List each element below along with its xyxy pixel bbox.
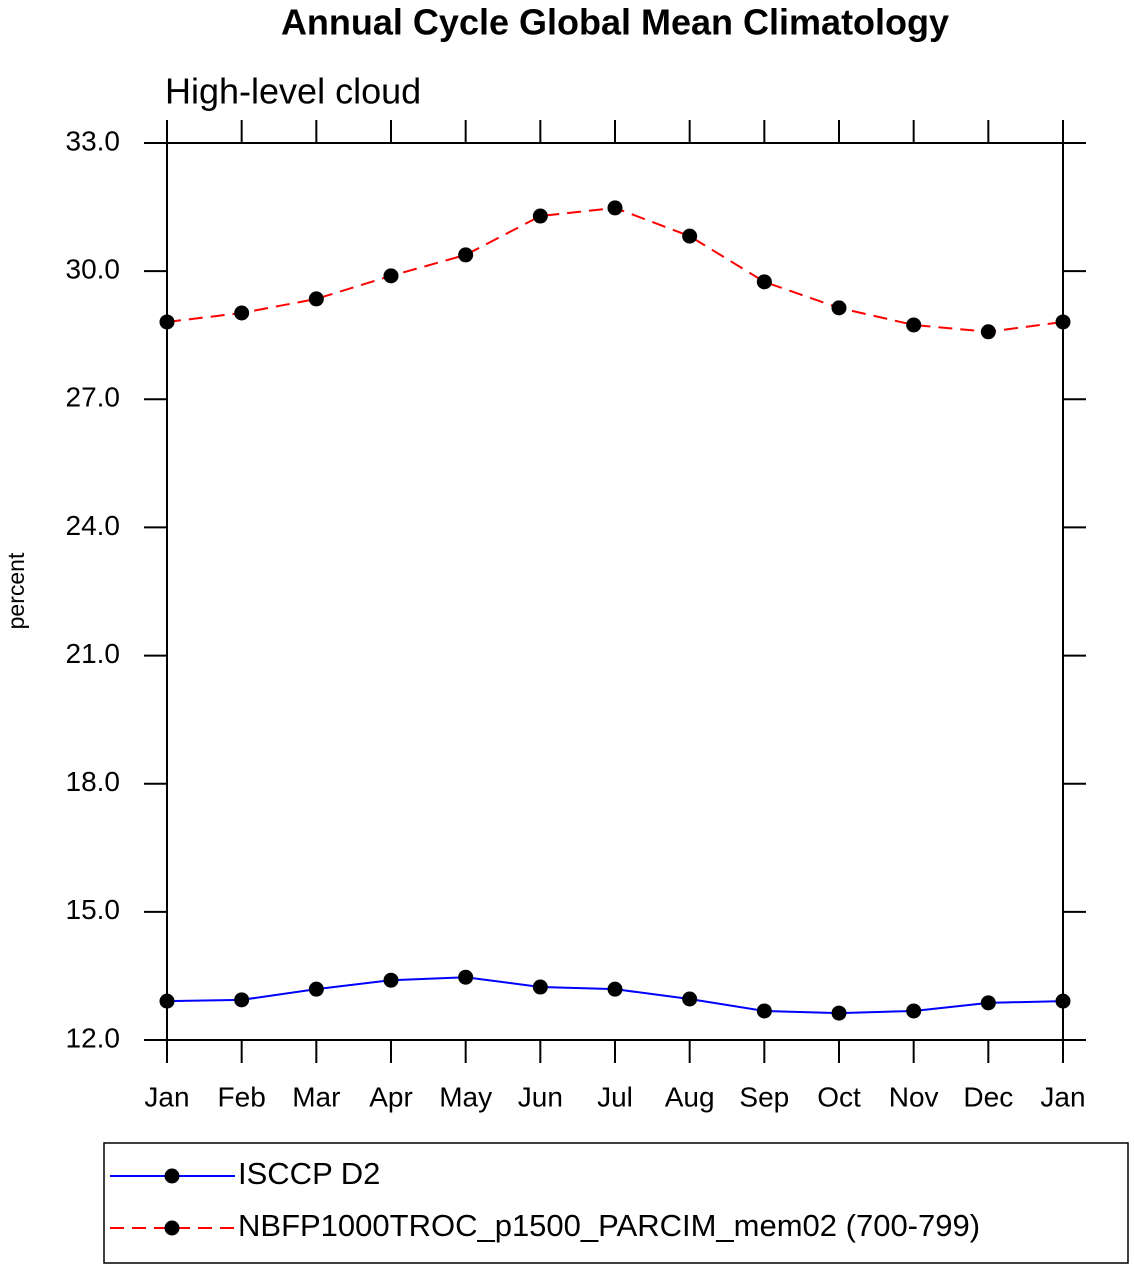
data-point	[980, 324, 996, 340]
chart-title: Annual Cycle Global Mean Climatology	[281, 2, 949, 43]
data-point	[756, 1003, 772, 1019]
data-point	[308, 981, 324, 997]
y-tick-label: 18.0	[66, 766, 121, 797]
x-tick-label: Jan	[1040, 1081, 1085, 1112]
data-point	[607, 981, 623, 997]
x-tick-label: Jan	[144, 1081, 189, 1112]
x-tick-label: Mar	[292, 1081, 340, 1112]
data-point	[159, 314, 175, 330]
data-point	[831, 300, 847, 316]
data-point	[682, 991, 698, 1007]
x-tick-label: Feb	[218, 1081, 266, 1112]
x-tick-label: Aug	[665, 1081, 715, 1112]
y-axis-label: percent	[3, 552, 29, 629]
data-point	[756, 274, 772, 290]
data-point	[532, 208, 548, 224]
x-tick-label: Dec	[963, 1081, 1013, 1112]
y-tick-label: 15.0	[66, 894, 121, 925]
y-tick-label: 21.0	[66, 638, 121, 669]
y-tick-label: 12.0	[66, 1022, 121, 1053]
data-point	[234, 992, 250, 1008]
chart-subtitle: High-level cloud	[165, 71, 421, 112]
plot-frame	[166, 142, 1064, 1041]
legend-box	[103, 1142, 1129, 1264]
data-point	[906, 317, 922, 333]
data-point	[383, 972, 399, 988]
x-tick-label: Jul	[597, 1081, 633, 1112]
data-point	[906, 1003, 922, 1019]
data-point	[1055, 993, 1071, 1009]
data-point	[458, 969, 474, 985]
x-tick-label: Oct	[817, 1081, 861, 1112]
data-point	[682, 228, 698, 244]
y-tick-label: 33.0	[66, 125, 121, 156]
series-line	[166, 206, 1064, 333]
legend-label: ISCCP D2	[238, 1156, 380, 1191]
x-tick-label: Jun	[518, 1081, 563, 1112]
data-point	[308, 291, 324, 307]
data-point	[980, 995, 996, 1011]
data-point	[607, 200, 623, 216]
x-tick-label: May	[439, 1081, 492, 1112]
y-tick-label: 30.0	[66, 254, 121, 285]
data-point	[458, 247, 474, 263]
data-point	[234, 305, 250, 321]
legend-label: NBFP1000TROC_p1500_PARCIM_mem02 (700-799…	[238, 1208, 980, 1243]
data-point	[159, 993, 175, 1009]
y-tick-label: 27.0	[66, 382, 121, 413]
data-point	[532, 979, 548, 995]
x-tick-label: Apr	[369, 1081, 413, 1112]
data-point	[1055, 314, 1071, 330]
x-tick-label: Sep	[739, 1081, 789, 1112]
legend-marker	[164, 1168, 180, 1184]
data-point	[383, 268, 399, 284]
data-point	[831, 1005, 847, 1021]
x-tick-label: Nov	[889, 1081, 939, 1112]
y-tick-label: 24.0	[66, 510, 121, 541]
legend-marker	[164, 1220, 180, 1236]
